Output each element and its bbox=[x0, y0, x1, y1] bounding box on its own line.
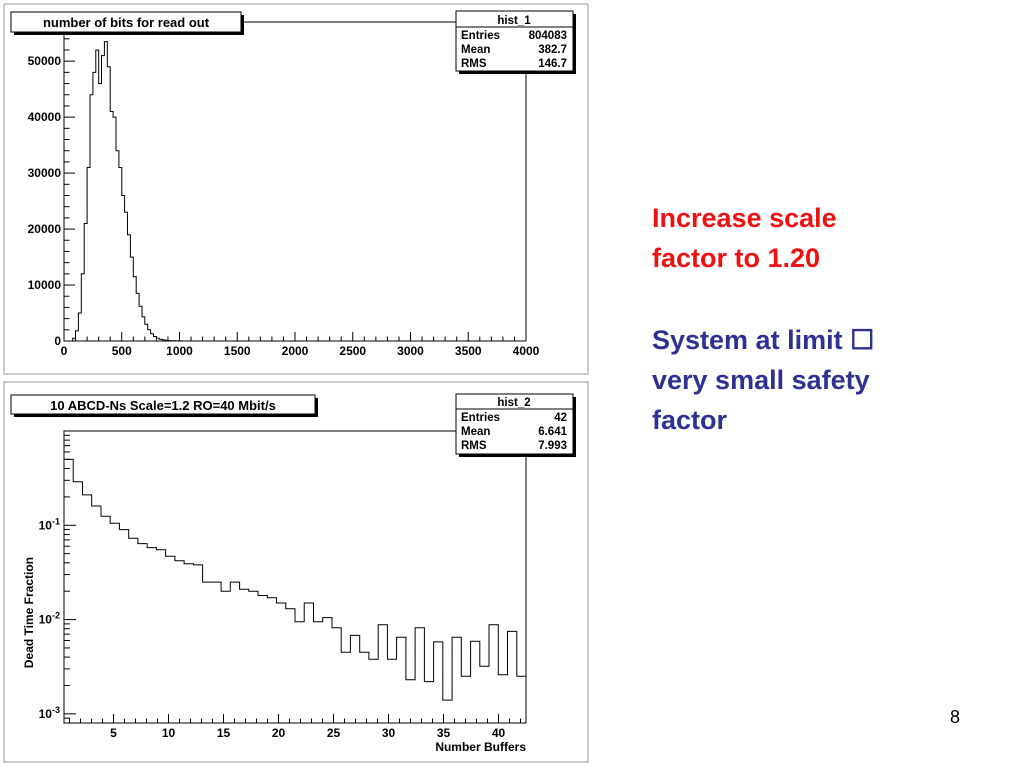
x-tick-label: 2000 bbox=[282, 344, 309, 358]
stats-label-entries: Entries bbox=[461, 30, 500, 42]
stats-value-rms: 7.993 bbox=[538, 440, 567, 452]
stats-name: hist_2 bbox=[497, 397, 530, 409]
x-tick-label: 4000 bbox=[513, 344, 540, 358]
x-tick-label: 40 bbox=[492, 726, 506, 740]
histogram-title: 10 ABCD-Ns Scale=1.2 RO=40 Mbit/s bbox=[50, 398, 276, 413]
title-box: number of bits for read out bbox=[10, 11, 244, 35]
x-tick-label: 30 bbox=[382, 726, 396, 740]
stats-value-rms: 146.7 bbox=[538, 58, 567, 70]
stats-label-rms: RMS bbox=[461, 58, 487, 70]
scale-factor-note: Increase scale factor to 1.20 bbox=[652, 203, 837, 273]
y-axis: 0 10000 20000 30000 40000 50000 bbox=[28, 27, 75, 348]
x-tick-label: 0 bbox=[61, 344, 68, 358]
x-tick-label: 25 bbox=[327, 726, 341, 740]
y-tick-label: 40000 bbox=[28, 110, 62, 124]
plot-frame bbox=[63, 21, 527, 342]
histogram-title: number of bits for read out bbox=[43, 15, 210, 30]
x-tick-label: 10 bbox=[162, 726, 176, 740]
x-axis: 0 500 1000 1500 2000 2500 3000 3500 4000 bbox=[61, 332, 540, 358]
plot-frame bbox=[63, 430, 527, 724]
y-tick-label: 50000 bbox=[28, 54, 62, 68]
title-box: 10 ABCD-Ns Scale=1.2 RO=40 Mbit/s bbox=[10, 394, 318, 417]
stats-value-entries: 804083 bbox=[529, 30, 567, 42]
x-tick-label: 3500 bbox=[455, 344, 482, 358]
x-tick-label: 15 bbox=[217, 726, 231, 740]
stats-label-mean: Mean bbox=[461, 44, 490, 56]
histogram-line bbox=[64, 41, 526, 342]
histogram-line bbox=[64, 458, 526, 701]
x-tick-label: 3000 bbox=[397, 344, 424, 358]
stats-value-entries: 42 bbox=[554, 412, 567, 424]
histogram-panel-deadtime: 5 10 15 20 25 30 35 40 10-110-210-3 Number Buff… bbox=[3, 381, 589, 763]
stats-box: hist_2 Entries 42 Mean 6.641 RMS 7.993 bbox=[455, 393, 576, 457]
y-axis-title: Dead Time Fraction bbox=[22, 557, 36, 668]
x-tick-label: 1500 bbox=[224, 344, 251, 358]
x-tick-label: 5 bbox=[110, 726, 117, 740]
y-tick-label: 10000 bbox=[28, 278, 62, 292]
x-tick-label: 2500 bbox=[339, 344, 366, 358]
stats-box: hist_1 Entries 804083 Mean 382.7 RMS 146… bbox=[455, 10, 576, 74]
stats-label-mean: Mean bbox=[461, 426, 490, 438]
x-tick-label: 35 bbox=[437, 726, 451, 740]
x-axis: 5 10 15 20 25 30 35 40 bbox=[69, 714, 521, 740]
stats-label-rms: RMS bbox=[461, 440, 487, 452]
x-tick-label: 1000 bbox=[166, 344, 193, 358]
stats-name: hist_1 bbox=[497, 15, 531, 27]
y-tick-label: 20000 bbox=[28, 222, 62, 236]
x-tick-label: 500 bbox=[112, 344, 132, 358]
stats-label-entries: Entries bbox=[461, 412, 500, 424]
stats-value-mean: 382.7 bbox=[538, 44, 567, 56]
x-axis-title: Number Buffers bbox=[435, 740, 526, 754]
histogram-panel-bits: 0 500 1000 1500 2000 2500 3000 3500 4000 0 10000 2… bbox=[3, 3, 589, 375]
system-limit-note: System at limit ☐ very small safety fact… bbox=[652, 325, 875, 435]
y-tick-label: 0 bbox=[54, 334, 61, 348]
x-tick-label: 20 bbox=[272, 726, 286, 740]
stats-value-mean: 6.641 bbox=[538, 426, 567, 438]
y-tick-label: 30000 bbox=[28, 166, 62, 180]
slide-number: 8 bbox=[950, 707, 961, 727]
